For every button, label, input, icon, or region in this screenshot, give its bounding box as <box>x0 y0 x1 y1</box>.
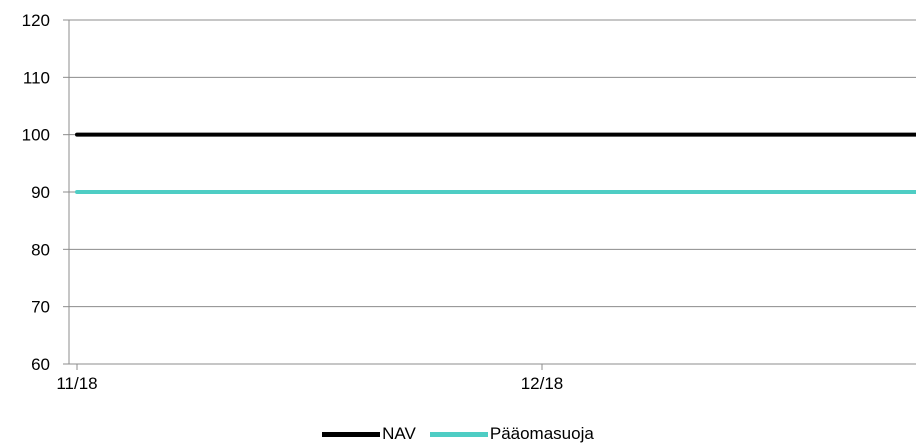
y-tick-label-110: 110 <box>23 68 50 87</box>
legend-swatch-nav <box>322 432 380 437</box>
x-tick-label-0: 11/18 <box>56 374 97 393</box>
legend-label-paaomasuoja: Pääomasuoja <box>490 424 594 444</box>
legend-item-nav: NAV <box>322 424 416 444</box>
legend: NAV Pääomasuoja <box>0 424 916 444</box>
y-tick-label-60: 60 <box>31 355 50 374</box>
x-axis-ticks: 11/18 12/18 <box>56 364 563 393</box>
y-tick-label-120: 120 <box>22 11 50 30</box>
legend-label-nav: NAV <box>382 424 416 444</box>
y-axis-ticks: 60 70 80 90 100 110 120 <box>22 11 69 374</box>
gridlines <box>69 20 916 307</box>
y-tick-label-70: 70 <box>31 298 50 317</box>
series-lines <box>77 135 916 192</box>
legend-swatch-paaomasuoja <box>430 432 488 437</box>
y-tick-label-90: 90 <box>31 183 50 202</box>
y-tick-label-100: 100 <box>22 126 50 145</box>
y-tick-label-80: 80 <box>31 240 50 259</box>
legend-item-paaomasuoja: Pääomasuoja <box>430 424 594 444</box>
x-tick-label-1: 12/18 <box>521 374 564 393</box>
line-chart: 60 70 80 90 100 110 120 11/18 12/18 <box>0 0 916 420</box>
